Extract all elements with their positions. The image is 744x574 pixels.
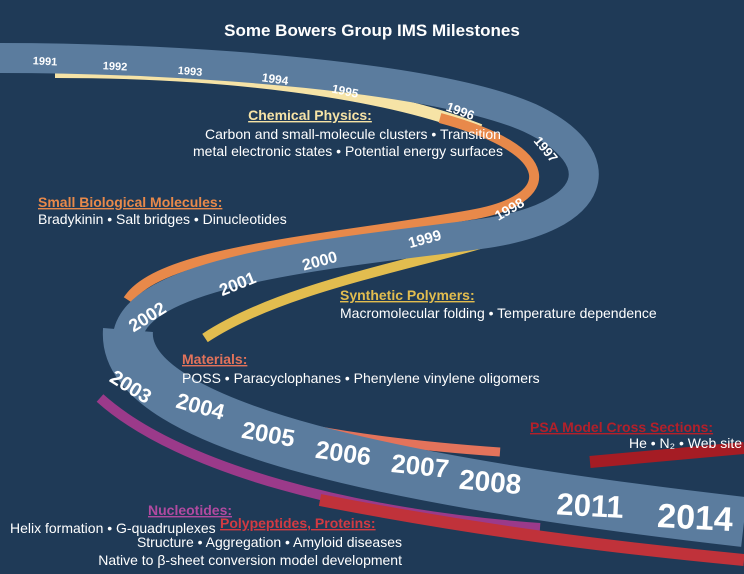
topic-heading: Synthetic Polymers:	[340, 287, 475, 303]
year-label: 1995	[331, 82, 360, 101]
year-label: 2011	[556, 486, 625, 524]
topic-line: Helix formation • G-quadruplexes	[10, 520, 216, 536]
topic-heading: Chemical Physics:	[248, 107, 372, 123]
timeline-band	[0, 43, 599, 340]
timeline-band	[102, 328, 744, 547]
arc-small-bio	[123, 113, 540, 303]
topic-line: metal electronic states • Potential ener…	[193, 143, 503, 159]
arc-psa	[589, 442, 744, 468]
year-label: 1992	[102, 60, 127, 73]
title: Some Bowers Group IMS Milestones	[224, 21, 520, 40]
topic-heading: PSA Model Cross Sections:	[530, 419, 713, 435]
year-label: 2008	[458, 464, 523, 500]
topic-heading: Nucleotides:	[148, 502, 232, 518]
topic-heading: Polypeptides, Proteins:	[220, 515, 376, 531]
topic-line: Macromolecular folding • Temperature dep…	[340, 305, 657, 321]
topic-line: Native to β-sheet conversion model devel…	[98, 552, 402, 568]
topic-line: Structure • Aggregation • Amyloid diseas…	[137, 534, 402, 550]
topic-line: POSS • Paracyclophanes • Phenylene vinyl…	[182, 370, 540, 386]
year-label: 2007	[390, 448, 451, 484]
topic-line: He • N₂ • Web site	[629, 435, 742, 451]
topic-heading: Small Biological Molecules:	[38, 194, 222, 210]
year-label: 1994	[261, 70, 290, 88]
topic-line: Carbon and small-molecule clusters • Tra…	[205, 126, 501, 142]
topic-line: Bradykinin • Salt bridges • Dinucleotide…	[38, 211, 287, 227]
year-label: 1991	[32, 55, 57, 68]
year-label: 1993	[177, 65, 202, 79]
arc-proteins	[318, 494, 744, 566]
topic-heading: Materials:	[182, 351, 247, 367]
year-label: 2014	[656, 497, 734, 539]
